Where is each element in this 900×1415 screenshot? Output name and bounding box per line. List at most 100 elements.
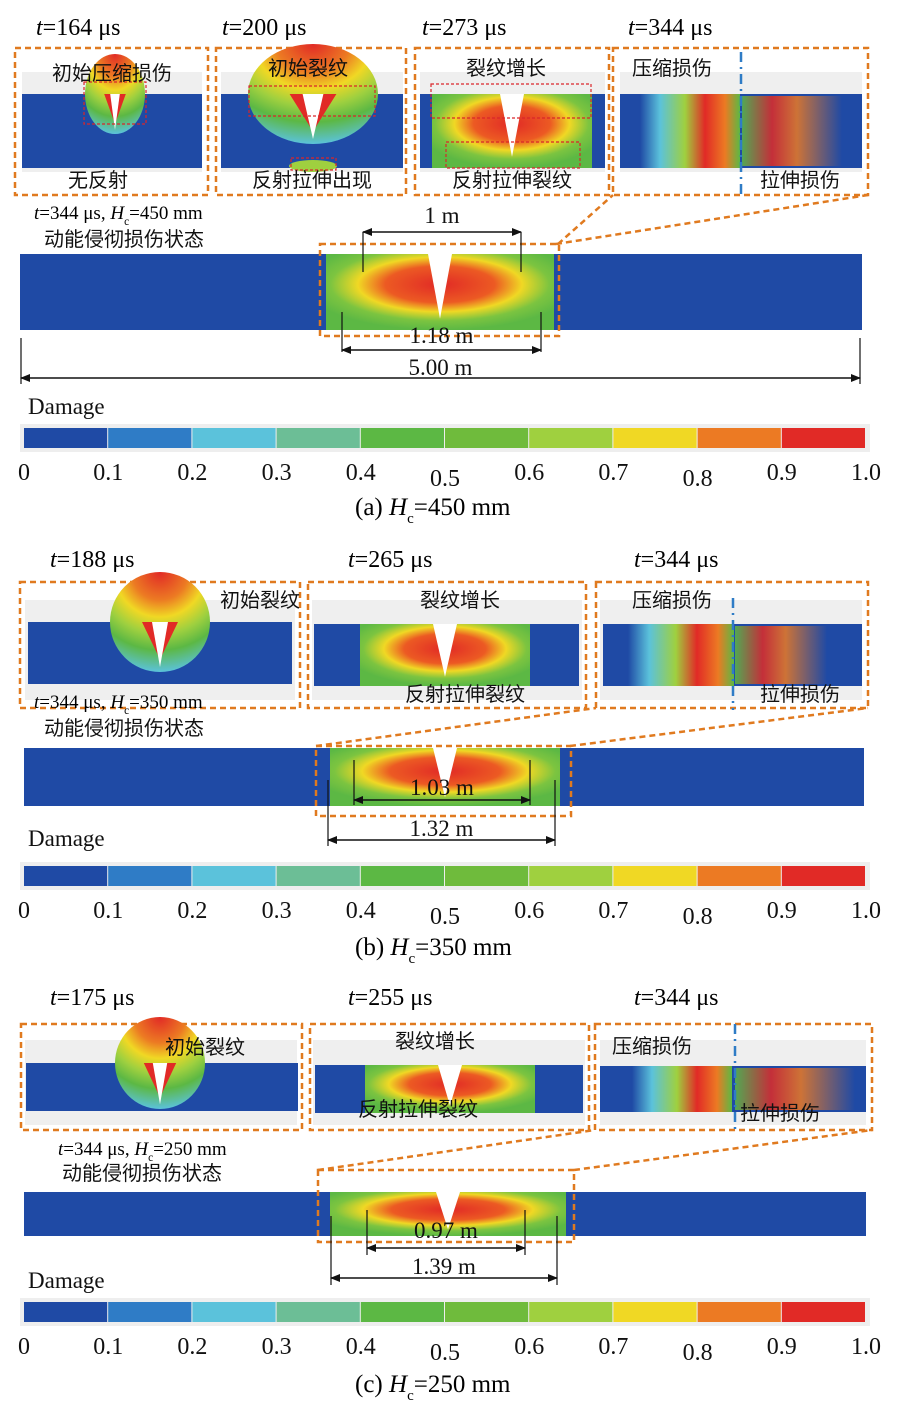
dimension-total-label: 5.00 m	[409, 355, 473, 380]
colorbar-tick-label: 0.7	[598, 460, 628, 486]
colorbar-swatch	[192, 866, 276, 886]
main-damage-frame	[318, 242, 561, 338]
colorbar-title: Damage	[28, 826, 105, 851]
snapshot-frame	[308, 1022, 591, 1132]
snapshot-top-label: 初始裂纹	[165, 1035, 245, 1059]
snapshot-time-label: t=200 μs	[222, 15, 306, 41]
main-damage-frame	[316, 1168, 576, 1244]
colorbar-swatch	[108, 428, 192, 448]
colorbar-tick-label: 0.7	[598, 1334, 628, 1360]
colorbar-tick-label: 0.8	[683, 466, 713, 492]
dimension-outer: 1.39 m	[330, 1216, 558, 1285]
colorbar-tick-label: 1.0	[851, 460, 881, 486]
snapshot-top-label: 初始压缩损伤	[52, 61, 172, 85]
tension-damage-zone	[735, 626, 827, 684]
dimension-inner-label: 1.18 m	[410, 323, 474, 348]
colorbar-tick-label: 0.9	[767, 1334, 797, 1360]
snapshot-top-label: 裂纹增长	[395, 1029, 475, 1053]
main-damage-zone	[326, 254, 554, 330]
colorbar-swatch	[192, 1302, 276, 1322]
colorbar-tick-label: 0.8	[683, 1340, 713, 1366]
zoom-connector	[573, 1128, 873, 1172]
colorbar-tick-label: 0.2	[177, 898, 207, 924]
dimension-inner-label: 0.97 m	[414, 1218, 478, 1243]
damage-zone	[432, 94, 592, 168]
colorbar: 0 0.1 0.2 0.3 0.4 0.5 0.6 0.7 0.8 0.9 1.0	[18, 1298, 881, 1366]
colorbar-tick-label: 0	[18, 460, 30, 486]
main-damage-frame	[314, 744, 573, 818]
state-caption-label: 动能侵彻损伤状态	[44, 227, 204, 251]
colorbar-tick-label: 0.8	[683, 904, 713, 930]
reflected-tension-zone	[290, 157, 337, 171]
tension-damage-zone	[742, 96, 842, 166]
colorbar-swatch	[24, 1302, 108, 1322]
tension-damage-zone	[735, 1068, 855, 1110]
crack-growth-zone	[430, 83, 592, 119]
colorbar: 0 0.1 0.2 0.3 0.4 0.5 0.6 0.7 0.8 0.9 1.0	[18, 862, 881, 930]
snapshot-frame	[611, 46, 870, 197]
snapshot-frame	[593, 1022, 874, 1132]
snapshot-top-label: 裂纹增长	[420, 588, 500, 612]
snapshot-bottom-label: 拉伸损伤	[760, 168, 840, 192]
colorbar-swatch	[613, 866, 697, 886]
colorbar-swatch	[781, 428, 865, 448]
colorbar-swatch	[697, 866, 781, 886]
colorbar-swatch	[529, 428, 613, 448]
colorbar-tick-label: 0	[18, 1334, 30, 1360]
colorbar-swatch	[24, 866, 108, 886]
colorbar-swatch	[276, 428, 360, 448]
colorbar-tick-label: 0.5	[430, 1340, 460, 1366]
snapshot-bottom-label: 拉伸损伤	[740, 1101, 820, 1125]
snapshot-time-label: t=164 μs	[36, 15, 120, 41]
snapshot-time-label: t=273 μs	[422, 15, 506, 41]
dimension-top: 1 m	[362, 203, 522, 272]
snapshot-time-label: t=265 μs	[348, 547, 432, 573]
colorbar-swatch	[276, 866, 360, 886]
initial-crack-zone	[248, 85, 376, 117]
colorbar-swatch	[276, 1302, 360, 1322]
zoom-connector	[317, 1128, 596, 1172]
panel-caption: (a) Hc=450 mm	[355, 494, 511, 527]
dimension-inner: 1.03 m	[353, 760, 531, 805]
initial-compression-zone	[83, 81, 147, 125]
colorbar-tick-label: 0.6	[514, 898, 544, 924]
snapshot-top-label: 初始裂纹	[220, 588, 300, 612]
snapshot-time-label: t=255 μs	[348, 985, 432, 1011]
colorbar-tick-label: 0.5	[430, 466, 460, 492]
colorbar-tick-label: 0.2	[177, 1334, 207, 1360]
damage-zone	[115, 1017, 205, 1109]
snapshot-bottom-label: 反射拉伸裂纹	[452, 168, 572, 192]
colorbar-tick-label: 0.3	[262, 1334, 292, 1360]
snapshot-time-label: t=175 μs	[50, 985, 134, 1011]
colorbar-tick-label: 1.0	[851, 1334, 881, 1360]
colorbar-swatch	[445, 1302, 529, 1322]
dimension-outer: 1.32 m	[327, 780, 556, 846]
state-caption-label: 动能侵彻损伤状态	[62, 1161, 222, 1185]
colorbar-swatch	[360, 866, 444, 886]
state-caption: t=344 μs, Hc=250 mm	[58, 1139, 227, 1164]
panel-caption: (c) Hc=250 mm	[355, 1371, 511, 1404]
colorbar-swatch	[781, 866, 865, 886]
dimension-outer-label: 1.32 m	[410, 816, 474, 841]
colorbar-tick-label: 1.0	[851, 898, 881, 924]
colorbar-title: Damage	[28, 394, 105, 419]
colorbar-swatch	[529, 866, 613, 886]
snapshot-bottom-label: 拉伸损伤	[760, 682, 840, 706]
compression-damage-zone	[632, 1066, 732, 1112]
snapshot-bottom-label: 无反射	[68, 168, 128, 192]
colorbar-title: Damage	[28, 1268, 105, 1293]
snapshot-top-label: 初始裂纹	[268, 56, 348, 80]
damage-zone	[360, 624, 530, 686]
snapshot-time-label: t=188 μs	[50, 547, 134, 573]
snapshot-top-label: 压缩损伤	[632, 56, 712, 80]
state-caption: t=344 μs, Hc=350 mm	[34, 692, 203, 717]
colorbar-tick-label: 0.6	[514, 460, 544, 486]
colorbar-tick-label: 0.6	[514, 1334, 544, 1360]
colorbar-tick-label: 0.4	[346, 1334, 376, 1360]
colorbar-swatch	[445, 428, 529, 448]
dimension-top-label: 1 m	[424, 203, 459, 228]
zoom-connector	[557, 194, 614, 245]
colorbar-tick-label: 0.9	[767, 460, 797, 486]
colorbar-swatch	[360, 1302, 444, 1322]
main-damage-zone	[330, 1192, 566, 1236]
